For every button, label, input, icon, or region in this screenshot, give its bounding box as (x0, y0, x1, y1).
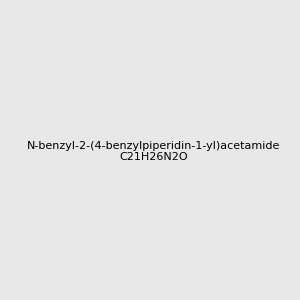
Text: N-benzyl-2-(4-benzylpiperidin-1-yl)acetamide
C21H26N2O: N-benzyl-2-(4-benzylpiperidin-1-yl)aceta… (27, 141, 280, 162)
